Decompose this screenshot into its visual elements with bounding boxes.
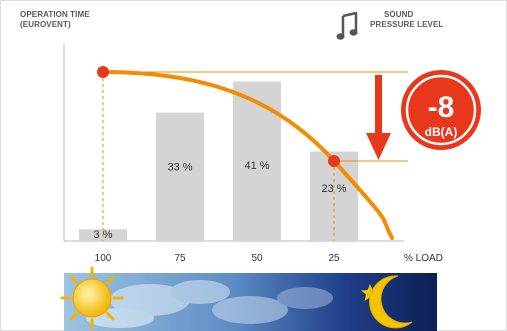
bar-value-label-25: 23 %	[321, 183, 346, 195]
secondary-axis-title-line1: SOUND	[384, 10, 414, 19]
music-note-icon	[336, 12, 358, 40]
x-tick-50: 50	[251, 253, 263, 264]
bar-50	[233, 81, 281, 242]
y-axis-title-line1: OPERATION TIME	[20, 10, 90, 19]
bars-group: 3 %33 % 41 %23 %	[79, 81, 358, 242]
moon-icon	[369, 275, 413, 329]
guides-group	[102, 71, 408, 241]
secondary-axis-title-line2: PRESSURE LEVEL	[370, 20, 444, 29]
bar-value-label-50: 41 %	[244, 160, 269, 172]
x-tick-75: 75	[174, 253, 186, 264]
down-arrow-icon	[366, 75, 391, 160]
badge-value: -8	[428, 91, 455, 124]
marker-load-100	[97, 66, 109, 78]
x-axis-title: % LOAD	[404, 253, 443, 264]
sound-curve-line	[101, 70, 394, 240]
bar-75	[156, 112, 204, 241]
cloud-shapes	[86, 280, 333, 328]
markers-group	[97, 66, 340, 167]
badge-unit: dB(A)	[425, 125, 458, 139]
y-axis-title-line2: (EUROVENT)	[20, 20, 71, 29]
y-axis-title: OPERATION TIME (EUROVENT)	[20, 10, 90, 30]
x-tick-25: 25	[328, 253, 340, 264]
x-tick-labels: 100 75 50 25	[95, 253, 340, 264]
marker-load-25	[328, 155, 340, 167]
secondary-axis-title: SOUND PRESSURE LEVEL	[370, 10, 443, 30]
x-tick-100: 100	[95, 253, 112, 264]
bar-value-label-75: 33 %	[167, 161, 192, 173]
sun-icon	[60, 266, 124, 330]
db-reduction-badge: -8 dB(A)	[401, 70, 481, 150]
